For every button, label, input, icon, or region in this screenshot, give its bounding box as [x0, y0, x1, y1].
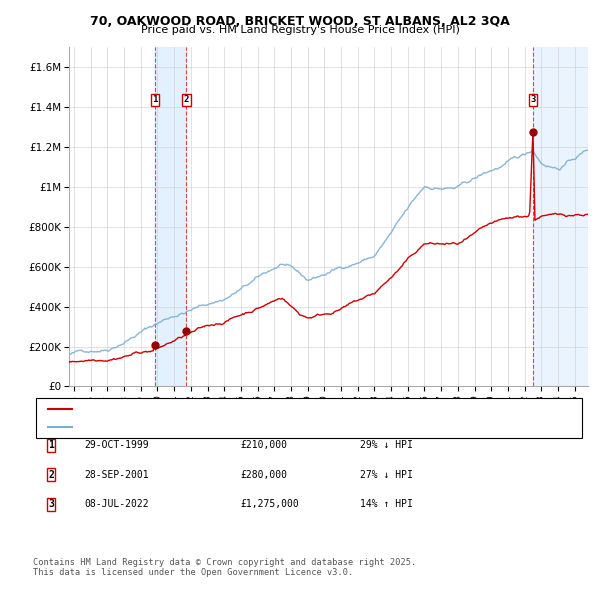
- Text: 29% ↓ HPI: 29% ↓ HPI: [360, 441, 413, 450]
- Text: 3: 3: [48, 500, 54, 509]
- Text: 27% ↓ HPI: 27% ↓ HPI: [360, 470, 413, 480]
- Text: £210,000: £210,000: [240, 441, 287, 450]
- Text: £280,000: £280,000: [240, 470, 287, 480]
- Text: 70, OAKWOOD ROAD, BRICKET WOOD, ST ALBANS, AL2 3QA (detached house): 70, OAKWOOD ROAD, BRICKET WOOD, ST ALBAN…: [78, 404, 450, 414]
- Text: 14% ↑ HPI: 14% ↑ HPI: [360, 500, 413, 509]
- Text: Contains HM Land Registry data © Crown copyright and database right 2025.
This d: Contains HM Land Registry data © Crown c…: [33, 558, 416, 577]
- Text: 2: 2: [184, 95, 189, 104]
- Bar: [155, 47, 187, 386]
- Text: 08-JUL-2022: 08-JUL-2022: [84, 500, 149, 509]
- Bar: [533, 47, 588, 386]
- Text: 28-SEP-2001: 28-SEP-2001: [84, 470, 149, 480]
- Text: 70, OAKWOOD ROAD, BRICKET WOOD, ST ALBANS, AL2 3QA: 70, OAKWOOD ROAD, BRICKET WOOD, ST ALBAN…: [90, 15, 510, 28]
- Text: 1: 1: [152, 95, 157, 104]
- Text: £1,275,000: £1,275,000: [240, 500, 299, 509]
- Text: HPI: Average price, detached house, St Albans: HPI: Average price, detached house, St A…: [78, 422, 299, 431]
- Text: 2: 2: [48, 470, 54, 480]
- Text: 1: 1: [48, 441, 54, 450]
- Text: 3: 3: [530, 95, 536, 104]
- Text: Price paid vs. HM Land Registry's House Price Index (HPI): Price paid vs. HM Land Registry's House …: [140, 25, 460, 35]
- Text: 29-OCT-1999: 29-OCT-1999: [84, 441, 149, 450]
